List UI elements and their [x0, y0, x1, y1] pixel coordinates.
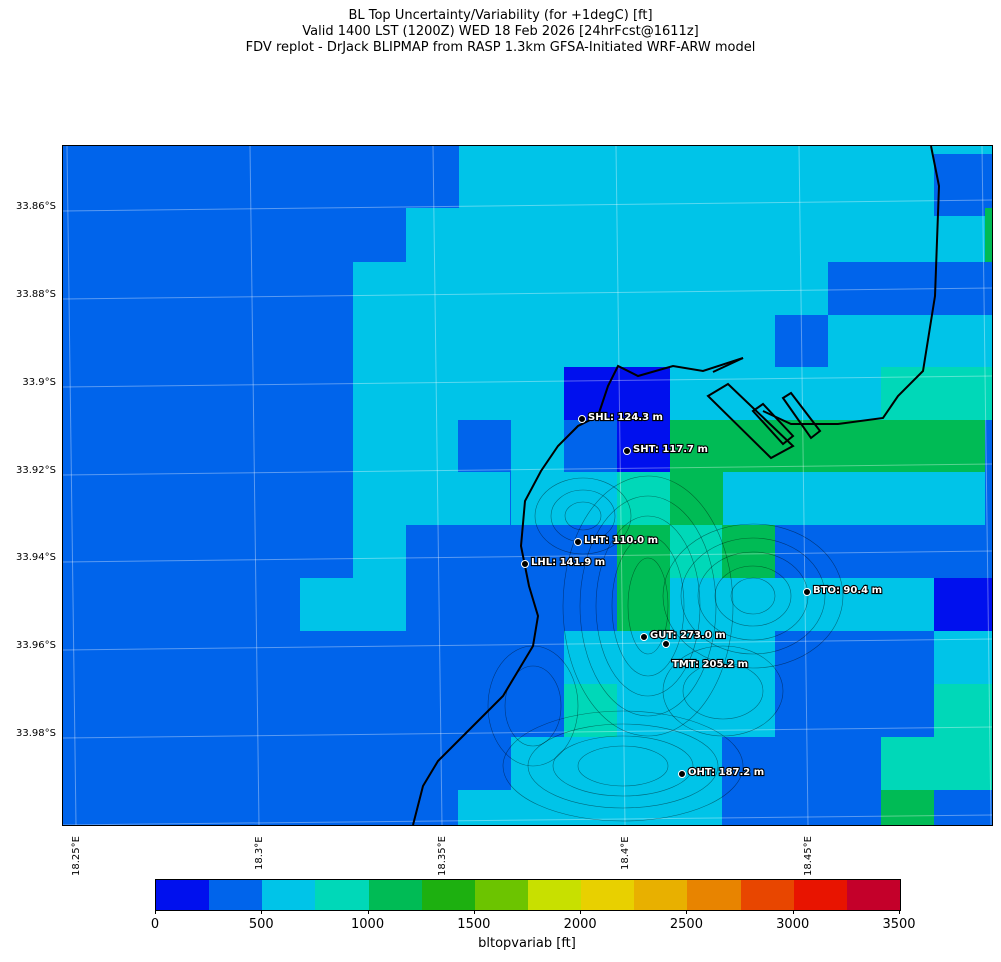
- station-markers: SHL: 124.3 m SHT: 117.7 m LHT: 110.0 m LHL:…: [521, 411, 883, 779]
- station-marker-gut[interactable]: [640, 633, 648, 641]
- colorbar-label: bltopvariab [ft]: [478, 936, 576, 951]
- lat-label: 33.98°S: [16, 728, 56, 739]
- map-title-line-1: BL Top Uncertainty/Variability (for +1de…: [348, 8, 653, 23]
- lon-label: 18.4°E: [620, 836, 631, 870]
- graticule: [63, 146, 992, 825]
- station-marker-oht[interactable]: [678, 770, 686, 778]
- colorbar-tick-mark: [367, 910, 369, 914]
- colorbar-tick-mark: [792, 910, 794, 914]
- lat-label: 33.9°S: [22, 377, 56, 388]
- station-marker-bto[interactable]: [803, 588, 811, 596]
- lat-label: 33.86°S: [16, 201, 56, 212]
- colorbar-tick-mark: [686, 910, 688, 914]
- colorbar-swatch: [846, 880, 900, 910]
- lon-label: 18.25°E: [71, 836, 82, 876]
- colorbar-swatch: [474, 880, 528, 910]
- lat-label: 33.96°S: [16, 640, 56, 651]
- colorbar-tick-mark: [155, 910, 156, 914]
- colorbar-swatch: [368, 880, 422, 910]
- lon-label: 18.45°E: [803, 836, 814, 876]
- map-panel[interactable]: SHL: 124.3 m SHT: 117.7 m LHT: 110.0 m LHL:…: [62, 145, 993, 826]
- colorbar-tick-label: 2500: [669, 917, 703, 932]
- colorbar-swatch: [262, 880, 316, 910]
- lat-label: 33.92°S: [16, 465, 56, 476]
- lon-label: 18.3°E: [254, 836, 265, 870]
- station-label-lht: LHT: 110.0 m: [584, 535, 658, 546]
- coastline: [412, 146, 941, 825]
- lat-label: 33.88°S: [16, 289, 56, 300]
- colorbar-swatch: [634, 880, 688, 910]
- station-label-sht: SHT: 117.7 m: [633, 444, 708, 455]
- station-marker-shl[interactable]: [578, 415, 586, 423]
- colorbar-tick-label: 3500: [882, 917, 916, 932]
- colorbar-tick-label: 1500: [457, 917, 491, 932]
- station-marker-lhl[interactable]: [521, 560, 529, 568]
- colorbar-tick-label: 3000: [776, 917, 810, 932]
- map-title-line-2: Valid 1400 LST (1200Z) WED 18 Feb 2026 […: [302, 24, 699, 39]
- station-marker-tmt[interactable]: [662, 640, 670, 648]
- station-marker-lht[interactable]: [574, 538, 582, 546]
- colorbar-tick-mark: [473, 910, 475, 914]
- colorbar-tick-label: 500: [248, 917, 274, 932]
- station-label-lhl: LHL: 141.9 m: [531, 557, 605, 568]
- station-label-gut: GUT: 273.0 m: [650, 630, 726, 641]
- colorbar-swatch: [156, 880, 210, 910]
- colorbar-swatch: [687, 880, 741, 910]
- colorbar-tick-mark: [261, 910, 263, 914]
- colorbar-tick-label: 0: [150, 917, 160, 932]
- colorbar-swatch: [740, 880, 794, 910]
- colorbar-tick-mark: [899, 910, 900, 914]
- station-label-tmt: TMT: 205.2 m: [672, 659, 748, 670]
- map-canvas[interactable]: SHL: 124.3 m SHT: 117.7 m LHT: 110.0 m LHL:…: [63, 146, 992, 825]
- station-label-oht: OHT: 187.2 m: [688, 767, 764, 778]
- colorbar-tick-label: 1000: [351, 917, 385, 932]
- colorbar-swatch: [527, 880, 582, 910]
- station-label-bto: BTO: 90.4 m: [813, 585, 882, 596]
- colorbar-swatch: [209, 880, 263, 910]
- colorbar-tick-mark: [580, 910, 582, 914]
- colorbar-swatch: [581, 880, 635, 910]
- colorbar-swatch: [793, 880, 847, 910]
- colorbar-tick-label: 2000: [563, 917, 597, 932]
- colorbar-swatch: [421, 880, 475, 910]
- station-marker-sht[interactable]: [623, 447, 631, 455]
- map-title-line-3: FDV replot - DrJack BLIPMAP from RASP 1.…: [245, 40, 756, 55]
- station-label-shl: SHL: 124.3 m: [588, 412, 663, 423]
- terrain-contours: [487, 475, 844, 822]
- lon-label: 18.35°E: [437, 836, 448, 876]
- variability-cells: [63, 146, 992, 825]
- lat-label: 33.94°S: [16, 552, 56, 563]
- colorbar: [155, 879, 901, 911]
- colorbar-swatch: [315, 880, 369, 910]
